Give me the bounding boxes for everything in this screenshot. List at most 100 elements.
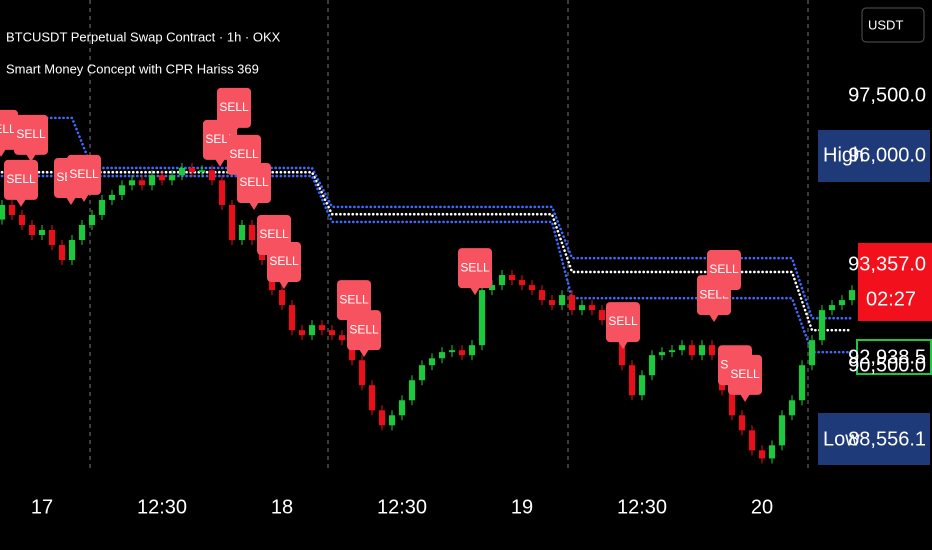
- currency-button[interactable]: [861, 7, 925, 43]
- sell-pointer: [16, 198, 26, 207]
- candle-body: [558, 295, 566, 306]
- candle-body: [628, 365, 636, 396]
- chart-subtitle: Smart Money Concept with CPR Hariss 369: [6, 61, 259, 76]
- candle-body: [88, 214, 96, 225]
- candle-body: [828, 305, 836, 311]
- candle-body: [248, 224, 256, 241]
- candle-body: [568, 295, 576, 311]
- x-tick-label: 12:30: [377, 496, 427, 518]
- candle-body: [458, 350, 466, 356]
- candle-body: [788, 400, 796, 416]
- level-tag: [856, 339, 932, 375]
- sell-pointer: [0, 148, 6, 157]
- candle-body: [348, 340, 356, 361]
- candle-body: [118, 185, 126, 195]
- sell-pointer: [66, 196, 76, 205]
- sell-pointer: [215, 158, 225, 167]
- sell-label: SELL: [709, 262, 739, 276]
- candle-body: [658, 352, 666, 356]
- candle-body: [518, 280, 526, 286]
- countdown: 02:27: [866, 288, 916, 310]
- candle-body: [68, 240, 76, 261]
- sell-pointer: [470, 287, 480, 296]
- candle-body: [278, 290, 286, 306]
- sell-bubble: [0, 109, 18, 150]
- sell-signal: SELL: [707, 250, 741, 298]
- sell-pointer: [249, 201, 259, 210]
- sell-bubble: [14, 114, 48, 155]
- last-price-tag: [858, 243, 932, 321]
- candle-body: [818, 310, 826, 341]
- candle-body: [368, 385, 376, 411]
- candle-body: [8, 204, 16, 215]
- candle-body: [238, 224, 246, 241]
- x-tick-label: 18: [271, 496, 293, 518]
- candle-body: [838, 300, 846, 306]
- sell-bubble: [337, 280, 371, 321]
- sell-bubble: [67, 154, 101, 195]
- candle-body: [218, 180, 226, 205]
- candle-body: [768, 445, 776, 459]
- sell-signal: SELL: [728, 354, 762, 402]
- candle-body: [388, 415, 396, 426]
- candle-body: [328, 330, 336, 336]
- candle-body: [18, 214, 26, 225]
- sell-bubble: [347, 310, 381, 351]
- sell-pointer: [719, 289, 729, 298]
- candle-body: [198, 170, 206, 173]
- candle-body: [648, 355, 656, 376]
- candle-body: [48, 229, 56, 246]
- candle-body: [678, 345, 686, 351]
- sell-label: SELL: [349, 322, 379, 336]
- candle-body: [28, 224, 36, 235]
- sell-signal: SELL: [67, 154, 101, 202]
- sell-bubble: [217, 87, 251, 128]
- candle-body: [58, 245, 66, 261]
- candle-body: [598, 310, 606, 321]
- candle-body: [478, 290, 486, 346]
- candle-body: [138, 180, 146, 186]
- sell-signal: SELL: [458, 248, 492, 296]
- candle-body: [498, 275, 506, 286]
- sell-label: SELL: [0, 122, 16, 136]
- sell-signal: SELL: [606, 302, 640, 350]
- sell-pointer: [359, 349, 369, 358]
- candle-body: [308, 325, 316, 336]
- sell-bubble: [267, 241, 301, 282]
- candle-body: [288, 305, 296, 331]
- sell-bubble: [4, 159, 38, 200]
- sell-pointer: [279, 280, 289, 289]
- high-label: High: [823, 144, 864, 166]
- sell-label: SELL: [219, 100, 249, 114]
- level-price: 92,938.5: [848, 346, 926, 368]
- sell-signal: SELL: [14, 114, 48, 162]
- candle-body: [188, 167, 196, 173]
- candle-body: [38, 229, 46, 235]
- sell-signal: SELL: [0, 109, 18, 157]
- x-tick-label: 12:30: [137, 496, 187, 518]
- candle-body: [848, 290, 856, 301]
- candle-body: [78, 224, 86, 241]
- candle-body: [668, 350, 676, 353]
- candle-body: [778, 415, 786, 446]
- sell-bubble: [458, 248, 492, 289]
- candle-body: [428, 358, 436, 366]
- price-axis: USDT High 96,000.0 93,357.0 02:27 92,938…: [818, 7, 932, 465]
- candle-body: [618, 335, 626, 366]
- currency-label: USDT: [868, 17, 903, 32]
- candle-body: [228, 204, 236, 241]
- candle-body: [728, 390, 736, 416]
- candle-body: [798, 365, 806, 401]
- plot-area: SELLSELLSELLSELLSELLSELLSELLSELLSELLSELL…: [0, 0, 856, 470]
- x-tick-label: 20: [751, 496, 773, 518]
- low-price: 88,556.1: [848, 428, 926, 450]
- candle-body: [748, 430, 756, 451]
- sell-label: SELL: [460, 260, 490, 274]
- candle-body: [808, 340, 816, 366]
- sell-label: SELL: [6, 172, 36, 186]
- low-label: Low: [823, 428, 860, 450]
- candle-body: [158, 175, 166, 181]
- candle-body: [538, 290, 546, 301]
- candle-body: [378, 410, 386, 426]
